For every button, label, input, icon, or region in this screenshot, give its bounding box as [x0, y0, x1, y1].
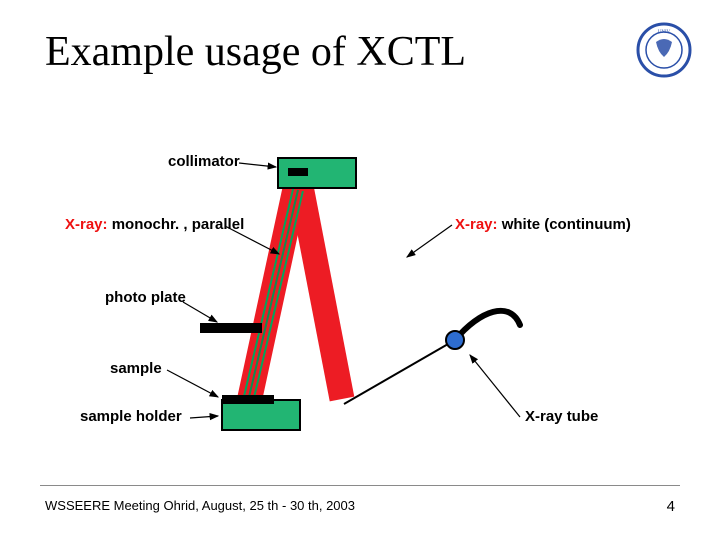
xray-prefix-2: X-ray:: [455, 216, 498, 233]
sample-holder-label: sample holder: [80, 408, 182, 425]
xray-monochr-text: monochr. , parallel: [108, 216, 245, 233]
page-number: 4: [667, 498, 675, 515]
xray-white-text: white (continuum): [498, 216, 631, 233]
xray-prefix: X-ray:: [65, 216, 108, 233]
photo-plate-label: photo plate: [105, 289, 186, 306]
footer-text: WSSEERE Meeting Ohrid, August, 25 th - 3…: [45, 498, 355, 513]
collimator-label: collimator: [168, 153, 240, 170]
xray-white-label: X-ray: white (continuum): [455, 216, 631, 233]
sample-label: sample: [110, 360, 162, 377]
xctl-diagram: [0, 0, 720, 540]
footer-divider: [40, 485, 680, 486]
xray-monochr-label: X-ray: monochr. , parallel: [65, 216, 244, 233]
xray-tube-label: X-ray tube: [525, 408, 598, 425]
